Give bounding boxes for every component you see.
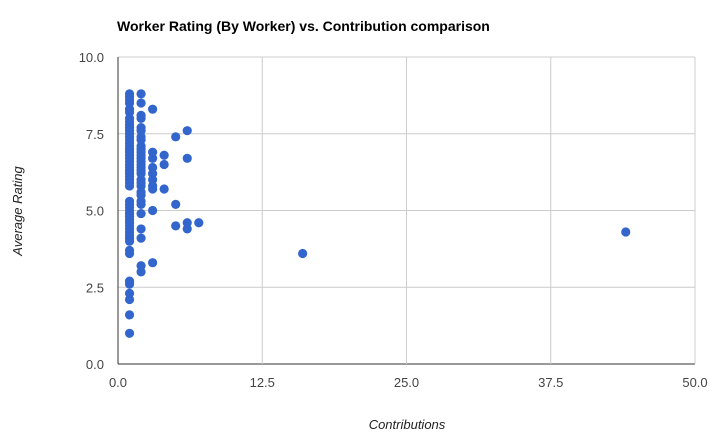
y-tick-label: 2.5 — [86, 280, 104, 295]
data-point — [148, 104, 158, 114]
data-point — [159, 159, 169, 170]
data-point — [182, 224, 192, 234]
data-point — [136, 208, 146, 219]
x-tick-label: 0.0 — [109, 375, 127, 390]
data-point — [124, 310, 135, 320]
data-points — [124, 89, 631, 338]
y-axis-label: Average Rating — [10, 166, 25, 257]
x-tick-label: 50.0 — [682, 375, 707, 390]
data-point — [136, 267, 146, 277]
data-point — [136, 98, 146, 108]
data-point — [159, 150, 169, 160]
data-point — [124, 248, 135, 259]
y-tick-label: 7.5 — [86, 127, 104, 142]
data-point — [136, 89, 146, 99]
data-point — [136, 224, 146, 234]
data-point — [182, 153, 192, 163]
y-tick-labels: 0.0 2.5 5.0 7.5 10.0 — [79, 50, 104, 372]
y-tick-label: 0.0 — [86, 357, 104, 372]
data-point — [124, 181, 135, 191]
chart-title: Worker Rating (By Worker) vs. Contributi… — [117, 18, 490, 34]
grid-lines — [117, 56, 696, 365]
data-point — [124, 328, 135, 338]
data-point — [148, 258, 158, 268]
y-tick-label: 5.0 — [86, 204, 104, 219]
data-point — [171, 199, 181, 209]
data-point — [148, 184, 158, 194]
data-point — [298, 248, 308, 259]
data-point — [621, 227, 631, 237]
data-point — [124, 294, 135, 305]
x-tick-label: 12.5 — [250, 375, 275, 390]
data-point — [171, 221, 181, 231]
data-point — [159, 184, 169, 194]
data-point — [136, 113, 146, 123]
data-point — [171, 132, 181, 142]
data-point — [148, 205, 158, 216]
x-tick-labels: 0.0 12.5 25.0 37.5 50.0 — [109, 375, 708, 390]
x-tick-label: 25.0 — [394, 375, 419, 390]
data-point — [194, 218, 204, 228]
data-point — [136, 199, 146, 209]
data-point — [136, 233, 146, 243]
data-point — [182, 126, 192, 136]
x-tick-label: 37.5 — [538, 375, 563, 390]
data-point — [124, 279, 135, 289]
data-point — [148, 153, 158, 163]
y-tick-label: 10.0 — [79, 50, 104, 65]
data-point — [124, 236, 135, 246]
x-axis-label: Contributions — [369, 417, 446, 432]
